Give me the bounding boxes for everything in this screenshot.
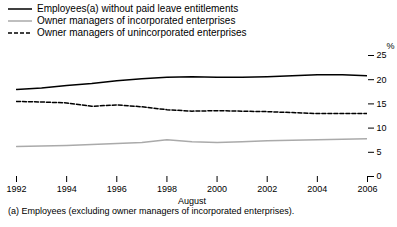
svg-text:2004: 2004 [307,184,327,194]
svg-text:0: 0 [377,171,382,181]
html-text:Employees(a) without paid leav: Employees(a) without paid leave entitlem… [37,3,239,14]
svg-text:1994: 1994 [57,184,77,194]
svg-text:2000: 2000 [207,184,227,194]
svg-text:25: 25 [377,50,387,60]
svg-text:5: 5 [377,147,382,157]
svg-text:10: 10 [377,123,387,133]
svg-text:20: 20 [377,75,387,85]
svg-text:2006: 2006 [357,184,377,194]
html-text:Owner managers of incorporated: Owner managers of incorporated enterpris… [37,15,236,26]
svg-text:15: 15 [377,99,387,109]
svg-text:August: August [178,196,207,206]
svg-text:1996: 1996 [107,184,127,194]
svg-text:1998: 1998 [157,184,177,194]
svg-text:1992: 1992 [6,184,26,194]
svg-text:%: % [386,41,394,51]
html-text:Owner managers of unincorporat: Owner managers of unincorporated enterpr… [37,27,247,38]
svg-text:2002: 2002 [257,184,277,194]
html-text:(a) Employees (excluding owner: (a) Employees (excluding owner managers … [8,206,295,216]
